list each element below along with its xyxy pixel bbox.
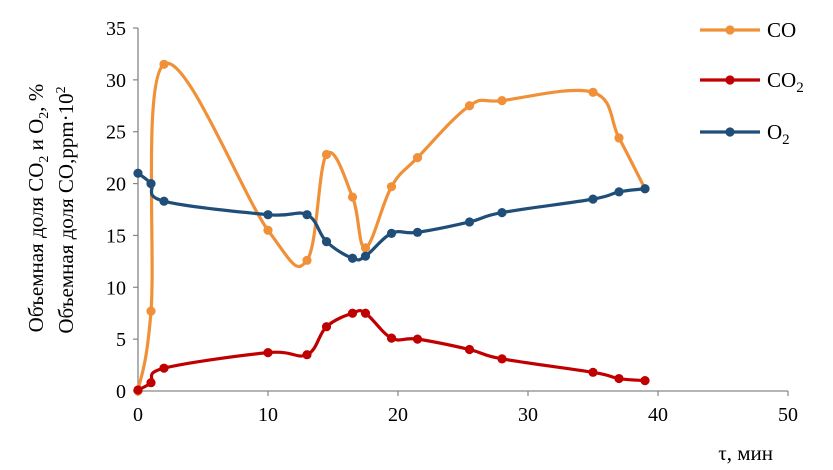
y-tick-label: 0 <box>116 381 126 403</box>
data-point-co2 <box>133 385 143 395</box>
data-point-co <box>159 59 169 69</box>
data-point-co2 <box>347 308 358 318</box>
data-point-o2 <box>640 184 650 194</box>
data-point-co2 <box>412 334 423 344</box>
legend: CO CO2 O2 <box>700 18 804 148</box>
x-tick-label: 20 <box>388 404 408 426</box>
data-point-o2 <box>321 237 332 247</box>
x-tick-label: 10 <box>258 404 278 426</box>
series-co2 <box>133 308 650 395</box>
data-point-co2 <box>321 322 332 332</box>
data-point-co2 <box>386 333 397 343</box>
data-point-co <box>588 87 598 97</box>
y-tick-label: 30 <box>106 70 126 92</box>
x-tick-label: 40 <box>648 404 668 426</box>
axes: 0 5 10 15 20 25 30 35 0 10 20 30 40 50 <box>106 18 798 426</box>
data-point-o2 <box>464 217 475 227</box>
data-point-o2 <box>588 194 598 204</box>
data-point-o2 <box>146 178 156 189</box>
data-point-co <box>146 306 156 316</box>
data-point-co <box>360 243 371 253</box>
y-tick-label: 5 <box>116 329 126 351</box>
axis-titles: τ, мин Объемная доля CO2 и O2, % Объемная … <box>24 84 773 465</box>
y-tick-label: 25 <box>106 122 126 144</box>
data-point-co2 <box>146 378 156 388</box>
y-tick-label: 15 <box>106 225 126 247</box>
data-point-co2 <box>588 367 598 377</box>
data-point-co2 <box>360 308 371 318</box>
legend-marker <box>725 75 735 85</box>
data-point-co <box>347 192 358 202</box>
data-point-co <box>386 182 397 192</box>
legend-item-co2: CO2 <box>700 68 804 96</box>
legend-item-o2: O2 <box>700 120 790 148</box>
series-line-co2 <box>137 309 646 392</box>
legend-label: CO <box>767 18 796 42</box>
series-o2 <box>133 168 650 263</box>
data-point-co2 <box>640 376 650 386</box>
data-point-co2 <box>159 363 169 373</box>
legend-label: CO2 <box>767 68 804 96</box>
data-point-o2 <box>302 210 312 220</box>
data-point-co2 <box>464 344 475 355</box>
y-tick-label: 35 <box>106 18 126 40</box>
data-point-o2 <box>263 210 273 220</box>
series-layer <box>133 59 650 396</box>
y-axis-title-line2: Объемная доля CO,ppm·102 <box>54 86 78 333</box>
legend-marker <box>725 127 735 137</box>
data-point-o2 <box>386 228 397 238</box>
data-point-co <box>497 96 507 106</box>
data-point-o2 <box>412 227 423 237</box>
data-point-co2 <box>302 350 312 360</box>
data-point-co <box>263 225 273 235</box>
data-point-o2 <box>159 196 169 206</box>
legend-marker <box>725 25 735 35</box>
data-point-co2 <box>497 354 507 364</box>
series-co <box>133 59 650 396</box>
y-tick-label: 20 <box>106 174 126 196</box>
data-point-o2 <box>360 251 371 261</box>
x-tick-label: 30 <box>518 404 538 426</box>
data-point-o2 <box>497 208 507 218</box>
y-tick-label: 10 <box>106 277 126 299</box>
legend-item-co: CO <box>700 18 796 42</box>
data-point-co <box>302 255 312 265</box>
data-point-co <box>464 101 475 111</box>
y-axis-title-line1: Объемная доля CO2 и O2, % <box>24 84 52 333</box>
data-point-co <box>614 133 624 143</box>
data-point-co2 <box>263 348 273 358</box>
x-tick-label: 0 <box>133 404 143 426</box>
data-point-o2 <box>614 187 624 197</box>
x-tick-label: 50 <box>778 404 798 426</box>
data-point-co <box>321 149 332 160</box>
x-axis-title: τ, мин <box>718 441 773 465</box>
data-point-co2 <box>614 373 624 384</box>
data-point-o2 <box>133 168 143 178</box>
data-point-co <box>412 153 423 163</box>
legend-label: O2 <box>767 120 790 148</box>
data-point-o2 <box>347 253 358 263</box>
